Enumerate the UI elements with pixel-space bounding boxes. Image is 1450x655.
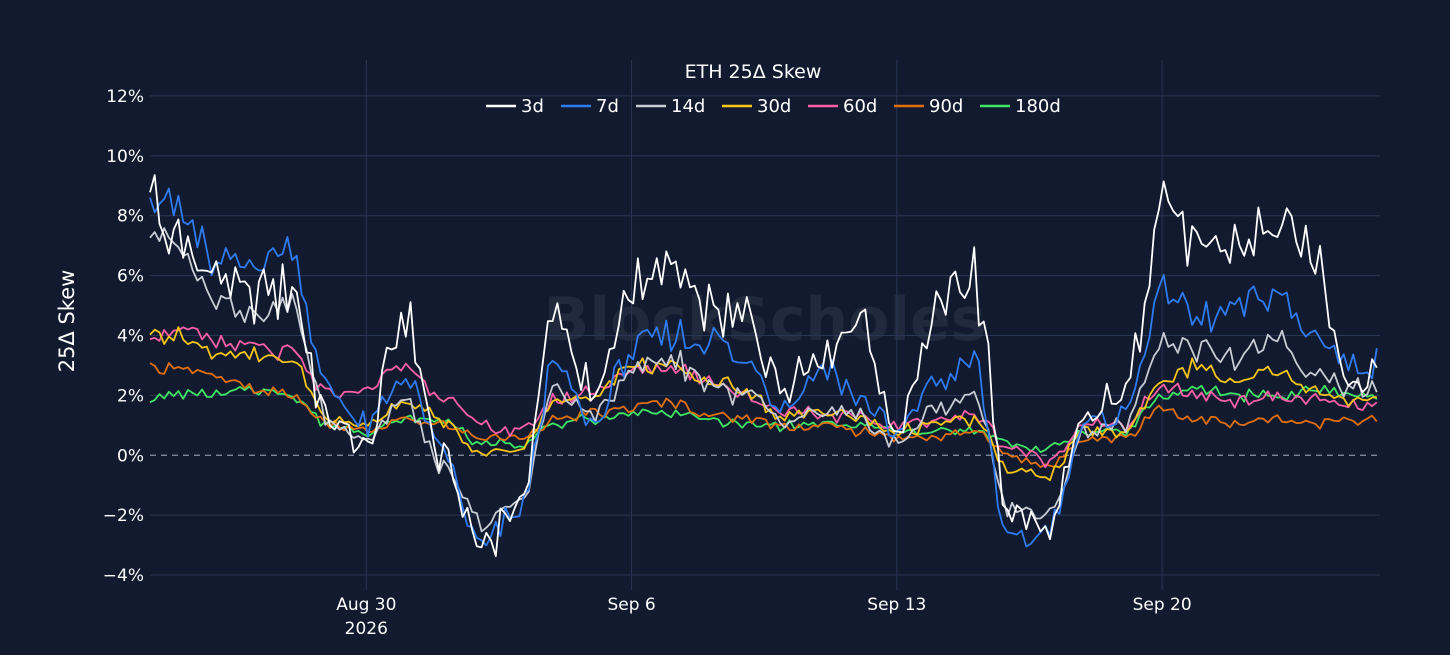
series-lines <box>149 174 1378 557</box>
legend-label: 60d <box>843 96 877 117</box>
x-tick-label: Sep 20 <box>1133 595 1192 615</box>
y-tick-label: 4% <box>117 326 144 346</box>
y-tick-label: 6% <box>117 267 144 287</box>
legend-item-60d[interactable]: 60d <box>808 96 877 117</box>
x-tick-label: Aug 30 <box>336 595 396 615</box>
y-axis-label: 25Δ Skew <box>55 270 79 373</box>
legend-item-180d[interactable]: 180d <box>980 96 1061 117</box>
chart-title: ETH 25Δ Skew <box>685 61 822 83</box>
x-tick-label: Sep 6 <box>607 595 655 615</box>
legend-item-7d[interactable]: 7d <box>561 96 619 117</box>
legend-item-30d[interactable]: 30d <box>722 96 791 117</box>
legend-item-3d[interactable]: 3d <box>486 96 544 117</box>
legend-label: 14d <box>671 96 705 117</box>
series-line-3d <box>149 174 1378 557</box>
x-tick-label: Sep 13 <box>867 595 926 615</box>
watermark: BlockScholes <box>544 285 987 355</box>
legend-label: 7d <box>596 96 619 117</box>
legend-item-14d[interactable]: 14d <box>636 96 705 117</box>
series-line-180d <box>149 384 1378 454</box>
y-tick-label: 10% <box>106 147 144 167</box>
x-axis-ticks: Aug 30 2026 Sep 6 Sep 13 Sep 20 <box>336 595 1191 639</box>
legend-label: 3d <box>521 96 544 117</box>
series-line-90d <box>149 362 1378 468</box>
y-tick-label: 0% <box>117 446 144 466</box>
y-tick-label: −2% <box>103 506 144 526</box>
legend-label: 30d <box>757 96 791 117</box>
series-line-14d <box>149 227 1378 533</box>
grid-lines <box>150 60 1380 590</box>
legend-item-90d[interactable]: 90d <box>894 96 963 117</box>
y-axis-ticks: −4% −2% 0% 2% 4% 6% 8% 10% 12% <box>103 87 144 586</box>
y-tick-label: 8% <box>117 207 144 227</box>
y-tick-label: 2% <box>117 386 144 406</box>
y-tick-label: 12% <box>106 87 144 107</box>
legend-label: 180d <box>1015 96 1061 117</box>
x-tick-label: 2026 <box>345 619 388 639</box>
series-line-7d <box>149 187 1378 548</box>
legend: 3d 7d 14d 30d 60d 90d 180d <box>486 96 1061 117</box>
y-tick-label: −4% <box>103 566 144 586</box>
legend-label: 90d <box>929 96 963 117</box>
